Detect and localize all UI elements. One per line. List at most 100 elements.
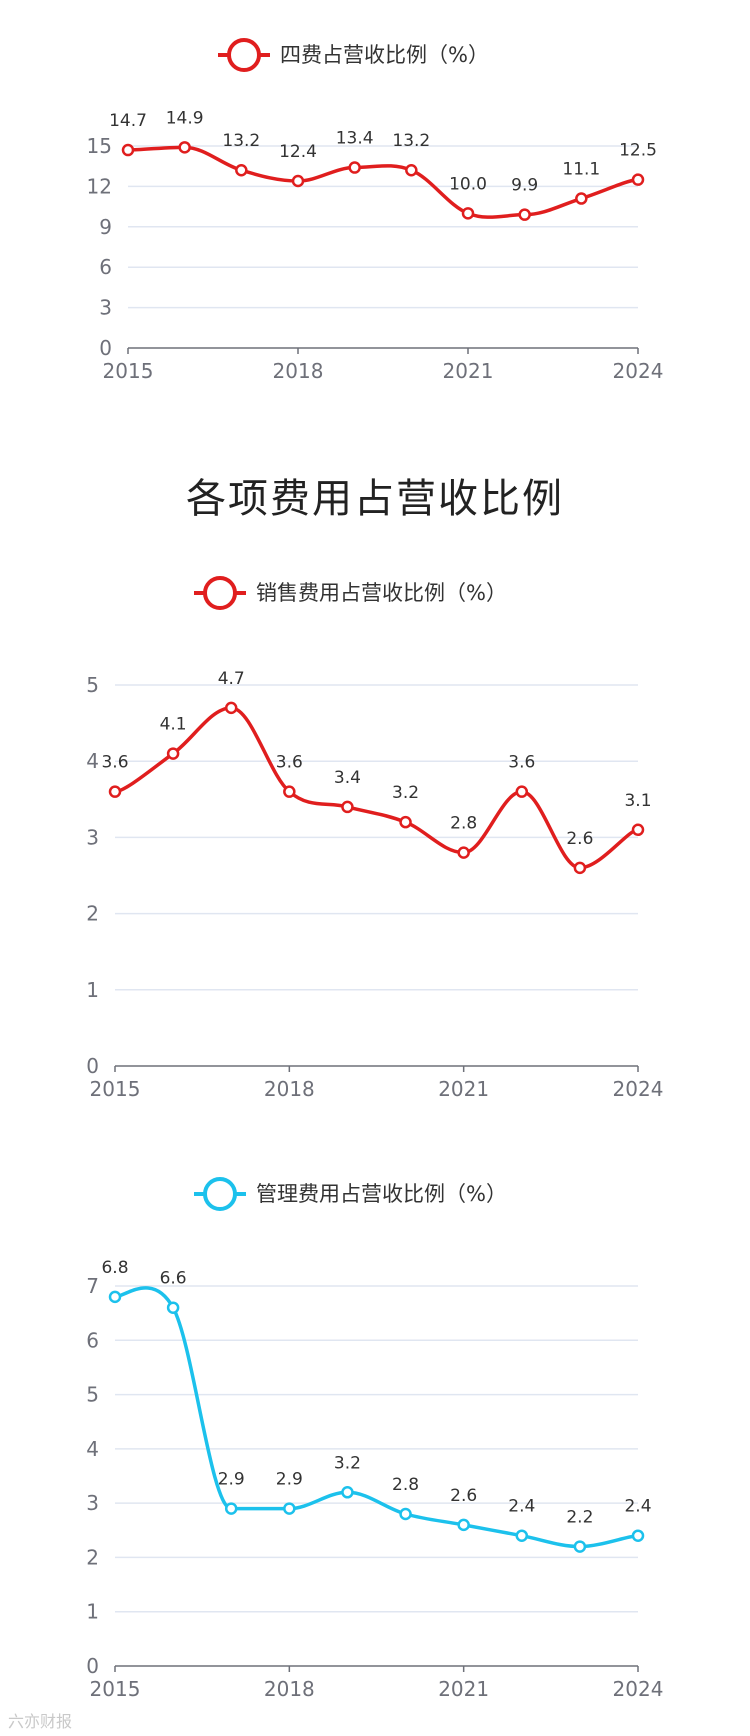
x-tick-label: 2024 <box>613 1077 664 1101</box>
legend-label: 管理费用占营收比例（%） <box>256 1182 507 1206</box>
legend: 四费占营收比例（%） <box>218 38 489 72</box>
watermark: 六亦财报 <box>8 1712 73 1731</box>
data-point <box>399 815 412 829</box>
series-line <box>113 1286 640 1549</box>
x-tick-label: 2021 <box>443 359 494 383</box>
data-label: 2.2 <box>566 1508 593 1528</box>
data-point <box>283 785 296 798</box>
data-point <box>341 800 354 814</box>
series-line <box>113 706 640 870</box>
data-point <box>461 207 475 220</box>
legend-marker <box>203 576 237 610</box>
y-tick-label: 15 <box>87 134 112 158</box>
data-label: 14.7 <box>109 111 147 131</box>
y-tick-label: 3 <box>99 296 112 320</box>
data-point <box>178 141 191 154</box>
data-label: 2.6 <box>566 829 593 849</box>
y-tick-label: 0 <box>86 1654 99 1678</box>
data-label: 6.8 <box>101 1258 128 1278</box>
data-point <box>291 174 305 188</box>
legend-label: 销售费用占营收比例（%） <box>256 581 507 605</box>
x-tick-label: 2024 <box>613 1677 664 1701</box>
x-tick-label: 2015 <box>90 1677 141 1701</box>
data-point <box>573 1540 587 1553</box>
data-point <box>121 143 135 157</box>
chart-1: 四费占营收比例（%） 0 3 6 9 12 15 2015 2018 2021 2024 14.7 14… <box>87 38 664 383</box>
y-tick-label: 4 <box>86 749 99 773</box>
y-tick-label: 0 <box>99 336 112 360</box>
data-label: 2.6 <box>450 1486 477 1506</box>
data-point <box>405 163 418 177</box>
data-point <box>348 161 361 174</box>
legend: 销售费用占营收比例（%） <box>194 576 507 610</box>
data-label: 4.1 <box>160 715 187 735</box>
x-tick-label: 2018 <box>273 359 324 383</box>
data-label: 2.8 <box>450 814 477 834</box>
x-tick-label: 2024 <box>613 359 664 383</box>
data-point <box>108 785 122 798</box>
data-label: 3.1 <box>624 791 651 811</box>
y-tick-label: 1 <box>86 1600 99 1624</box>
data-label: 3.2 <box>392 783 419 803</box>
data-label: 3.6 <box>508 753 535 773</box>
data-point <box>631 1529 645 1542</box>
data-label: 2.4 <box>508 1497 535 1517</box>
x-tick-label: 2018 <box>264 1677 315 1701</box>
y-tick-label: 2 <box>86 902 99 926</box>
legend-marker <box>227 38 261 72</box>
x-tick-label: 2021 <box>438 1077 489 1101</box>
chart-3: 管理费用占营收比例（%） 0 1 2 3 4 5 6 7 2015 2018 2021 2024 6.8 6… <box>86 1177 664 1701</box>
section-title: 各项费用占营收比例 <box>186 476 564 522</box>
data-label: 2.9 <box>218 1470 245 1490</box>
data-label: 12.4 <box>279 142 317 162</box>
series-line <box>126 145 640 219</box>
data-label: 2.8 <box>392 1475 419 1495</box>
data-label: 11.1 <box>562 160 600 180</box>
data-point <box>166 1301 180 1314</box>
data-point <box>575 192 588 205</box>
data-label: 14.9 <box>166 108 204 128</box>
x-tick-label: 2015 <box>90 1077 141 1101</box>
data-label: 10.0 <box>449 174 487 194</box>
data-label: 6.6 <box>160 1269 187 1289</box>
data-point <box>515 785 529 798</box>
y-tick-label: 6 <box>86 1328 99 1352</box>
data-point <box>341 1486 354 1499</box>
data-point <box>283 1502 296 1515</box>
y-tick-label: 9 <box>99 215 112 239</box>
data-label: 13.2 <box>222 131 260 151</box>
x-tick-label: 2015 <box>103 359 154 383</box>
legend-label: 四费占营收比例（%） <box>280 43 489 67</box>
data-point <box>515 1529 529 1542</box>
data-point <box>235 163 248 177</box>
data-label: 3.2 <box>334 1453 361 1473</box>
y-tick-label: 7 <box>86 1274 99 1298</box>
data-point <box>631 823 645 837</box>
data-label: 2.9 <box>276 1470 303 1490</box>
data-point <box>399 1507 412 1521</box>
data-label: 12.5 <box>619 141 657 161</box>
y-tick-label: 0 <box>86 1054 99 1078</box>
y-tick-label: 6 <box>99 255 112 279</box>
legend: 管理费用占营收比例（%） <box>194 1177 507 1211</box>
data-point <box>457 1518 470 1532</box>
data-point <box>108 1290 122 1304</box>
data-label: 3.4 <box>334 768 361 788</box>
data-label: 3.6 <box>101 753 128 773</box>
data-point <box>224 701 238 715</box>
data-point <box>224 1502 238 1515</box>
data-point <box>457 846 470 859</box>
data-label: 13.2 <box>392 131 430 151</box>
data-label: 4.7 <box>218 669 245 689</box>
y-tick-label: 3 <box>86 825 99 849</box>
y-tick-label: 1 <box>86 978 99 1002</box>
data-point <box>573 861 587 875</box>
data-point <box>631 173 645 186</box>
x-tick-label: 2021 <box>438 1677 489 1701</box>
x-tick-label: 2018 <box>264 1077 315 1101</box>
y-tick-label: 5 <box>86 673 99 697</box>
data-label: 13.4 <box>336 129 374 149</box>
y-tick-label: 3 <box>86 1491 99 1515</box>
legend-marker <box>203 1177 237 1211</box>
